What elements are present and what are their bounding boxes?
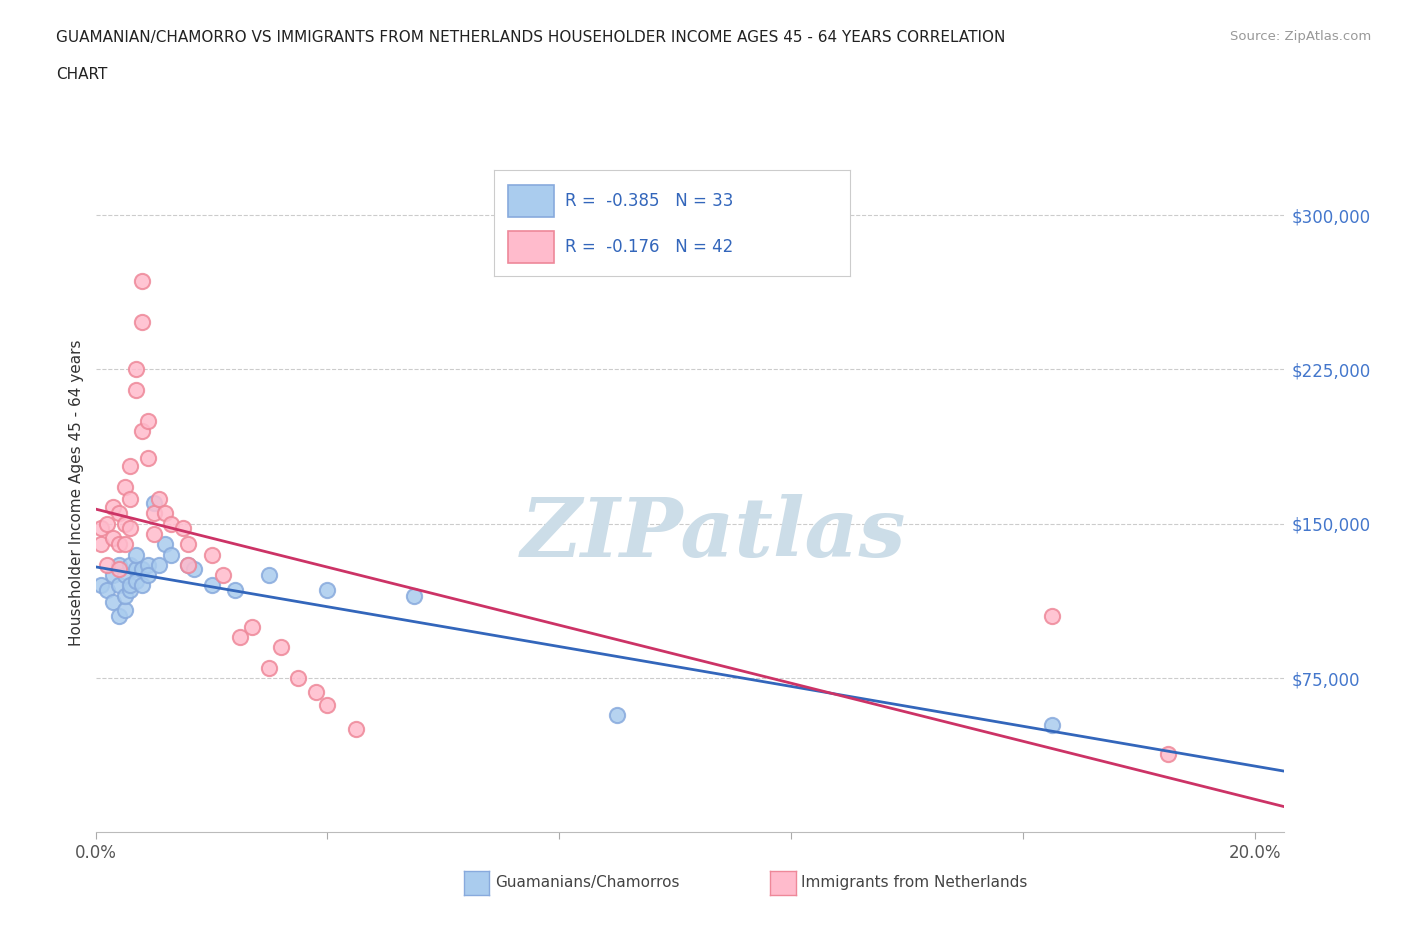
Point: [1157, 747, 1180, 762]
Point: [114, 479, 136, 494]
Point: [120, 557, 142, 572]
Point: [142, 526, 165, 541]
Text: Source: ZipAtlas.com: Source: ZipAtlas.com: [1230, 30, 1371, 43]
Point: [316, 582, 339, 597]
Point: [1040, 609, 1063, 624]
Point: [120, 521, 142, 536]
Point: [120, 578, 142, 593]
Point: [120, 582, 142, 597]
Point: [136, 450, 159, 465]
Point: [240, 619, 263, 634]
Point: [224, 582, 246, 597]
Text: Immigrants from Netherlands: Immigrants from Netherlands: [801, 875, 1028, 890]
Point: [153, 537, 176, 551]
Y-axis label: Householder Income Ages 45 - 64 years: Householder Income Ages 45 - 64 years: [69, 339, 84, 646]
Point: [136, 557, 159, 572]
Text: CHART: CHART: [56, 67, 108, 82]
Point: [259, 567, 281, 582]
Text: Guamanians/Chamorros: Guamanians/Chamorros: [495, 875, 679, 890]
Point: [114, 603, 136, 618]
Point: [177, 557, 200, 572]
Point: [90, 521, 112, 536]
Point: [125, 547, 148, 562]
Point: [114, 537, 136, 551]
Point: [107, 578, 129, 593]
Point: [125, 562, 148, 577]
Point: [606, 708, 628, 723]
Point: [142, 506, 165, 521]
Point: [212, 567, 235, 582]
Point: [120, 492, 142, 507]
Point: [101, 499, 124, 514]
Point: [270, 640, 292, 655]
Point: [125, 574, 148, 589]
Point: [107, 506, 129, 521]
Point: [90, 578, 112, 593]
Point: [90, 537, 112, 551]
Point: [160, 516, 183, 531]
Point: [344, 722, 367, 737]
Point: [101, 594, 124, 609]
Point: [177, 537, 200, 551]
Point: [96, 582, 118, 597]
Point: [200, 578, 222, 593]
Point: [120, 458, 142, 473]
Point: [148, 492, 170, 507]
Point: [136, 567, 159, 582]
Point: [114, 567, 136, 582]
Point: [125, 362, 148, 377]
Point: [287, 671, 309, 685]
Point: [259, 660, 281, 675]
Point: [131, 314, 153, 329]
Text: GUAMANIAN/CHAMORRO VS IMMIGRANTS FROM NETHERLANDS HOUSEHOLDER INCOME AGES 45 - 6: GUAMANIAN/CHAMORRO VS IMMIGRANTS FROM NE…: [56, 30, 1005, 45]
Point: [229, 630, 252, 644]
Point: [316, 698, 339, 712]
Point: [131, 273, 153, 288]
Point: [96, 516, 118, 531]
Point: [107, 609, 129, 624]
Point: [148, 557, 170, 572]
Point: [183, 562, 205, 577]
Point: [107, 537, 129, 551]
Point: [200, 547, 222, 562]
Point: [107, 557, 129, 572]
Point: [305, 685, 328, 700]
Point: [131, 424, 153, 439]
Point: [114, 589, 136, 604]
Point: [136, 414, 159, 429]
Point: [160, 547, 183, 562]
Point: [172, 521, 194, 536]
Point: [96, 557, 118, 572]
Point: [404, 589, 426, 604]
Point: [101, 567, 124, 582]
Point: [107, 562, 129, 577]
Point: [153, 506, 176, 521]
Point: [114, 516, 136, 531]
Point: [142, 496, 165, 511]
Point: [1040, 718, 1063, 733]
Point: [125, 382, 148, 397]
Point: [177, 557, 200, 572]
Point: [131, 562, 153, 577]
Point: [101, 531, 124, 546]
Text: ZIPatlas: ZIPatlas: [520, 494, 905, 574]
Point: [131, 578, 153, 593]
